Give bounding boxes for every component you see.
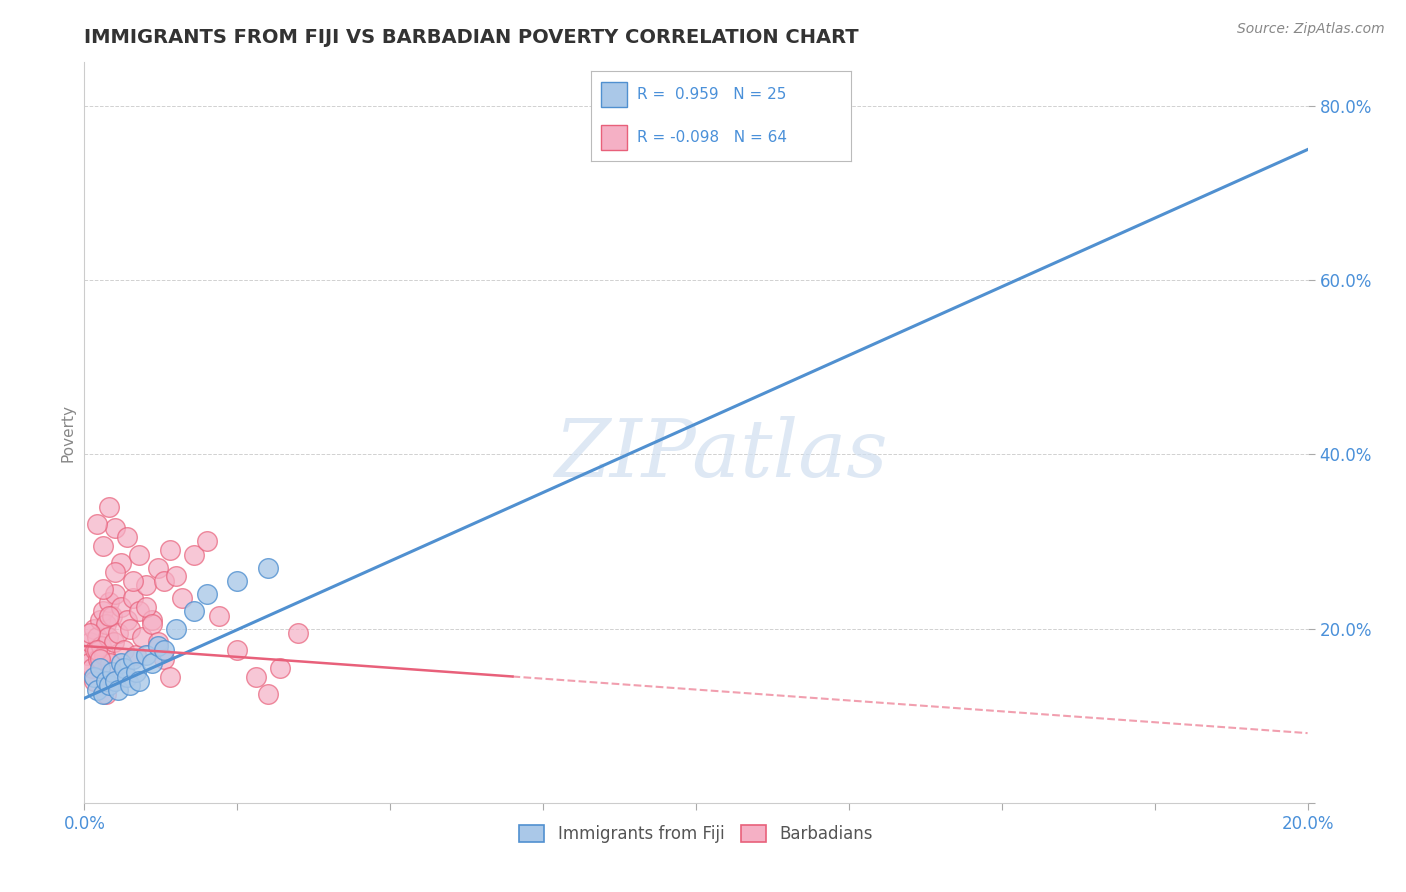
Point <box>91 539 114 553</box>
Point <box>141 613 163 627</box>
Point <box>112 643 135 657</box>
Text: ZIPatlas: ZIPatlas <box>554 416 887 493</box>
Text: R = -0.098   N = 64: R = -0.098 N = 64 <box>637 130 787 145</box>
Point <box>146 634 169 648</box>
Point <box>94 673 117 688</box>
Point <box>128 604 150 618</box>
Point <box>128 673 150 688</box>
Point <box>107 626 129 640</box>
Legend: Immigrants from Fiji, Barbadians: Immigrants from Fiji, Barbadians <box>513 819 879 850</box>
Point <box>141 657 163 671</box>
Point <box>94 687 117 701</box>
Point <box>97 595 120 609</box>
Point <box>101 665 124 680</box>
Point <box>165 622 187 636</box>
Point <box>104 673 127 688</box>
Text: Source: ZipAtlas.com: Source: ZipAtlas.com <box>1237 22 1385 37</box>
Point <box>146 639 169 653</box>
Point <box>77 657 100 671</box>
Point <box>122 574 145 588</box>
Point <box>110 599 132 614</box>
Point <box>110 556 132 570</box>
Point <box>83 622 105 636</box>
Point <box>104 587 127 601</box>
Point <box>97 608 120 623</box>
Point <box>122 591 145 606</box>
Point <box>104 521 127 535</box>
Point <box>91 687 114 701</box>
FancyBboxPatch shape <box>600 125 627 150</box>
Point <box>183 604 205 618</box>
Point <box>135 578 157 592</box>
Point <box>153 652 176 666</box>
Point <box>86 643 108 657</box>
Point <box>91 582 114 597</box>
Point <box>208 608 231 623</box>
Point <box>195 534 218 549</box>
Point <box>97 678 120 692</box>
Y-axis label: Poverty: Poverty <box>60 403 76 462</box>
Point <box>76 648 98 662</box>
Point <box>94 617 117 632</box>
Point <box>89 652 111 666</box>
Text: R =  0.959   N = 25: R = 0.959 N = 25 <box>637 87 787 102</box>
Point <box>90 639 112 653</box>
Point <box>287 626 309 640</box>
Point <box>115 530 138 544</box>
Point <box>101 608 124 623</box>
Point <box>146 560 169 574</box>
Point <box>120 678 142 692</box>
Point <box>86 630 108 644</box>
Point <box>135 599 157 614</box>
Point <box>257 687 280 701</box>
Point <box>107 682 129 697</box>
Point <box>84 643 107 657</box>
Point <box>93 648 115 662</box>
Point <box>125 648 148 662</box>
Point <box>87 652 110 666</box>
Point <box>159 543 181 558</box>
Point <box>153 574 176 588</box>
Point <box>104 565 127 579</box>
Point <box>103 634 125 648</box>
Point <box>172 591 194 606</box>
Point <box>79 634 101 648</box>
Point <box>141 617 163 632</box>
Point <box>86 682 108 697</box>
Point <box>257 560 280 574</box>
Point <box>91 604 114 618</box>
Point <box>83 669 105 683</box>
FancyBboxPatch shape <box>600 82 627 107</box>
Point <box>195 587 218 601</box>
Point <box>183 548 205 562</box>
Point <box>122 652 145 666</box>
Point <box>226 643 249 657</box>
Point <box>112 661 135 675</box>
Point <box>131 630 153 644</box>
Point <box>80 661 103 675</box>
Point <box>89 661 111 675</box>
Point <box>110 657 132 671</box>
Point <box>120 622 142 636</box>
Point <box>226 574 249 588</box>
Point <box>115 613 138 627</box>
Point <box>135 648 157 662</box>
Point <box>128 548 150 562</box>
Point <box>165 569 187 583</box>
Point <box>97 500 120 514</box>
Point <box>159 669 181 683</box>
Point <box>89 613 111 627</box>
Point <box>269 661 291 675</box>
Point <box>83 673 105 688</box>
Point <box>86 517 108 532</box>
Point <box>125 665 148 680</box>
Point <box>245 669 267 683</box>
Text: IMMIGRANTS FROM FIJI VS BARBADIAN POVERTY CORRELATION CHART: IMMIGRANTS FROM FIJI VS BARBADIAN POVERT… <box>84 28 859 47</box>
Point <box>153 643 176 657</box>
Point <box>79 626 101 640</box>
Point <box>98 657 121 671</box>
Point <box>97 630 120 644</box>
Point <box>115 669 138 683</box>
